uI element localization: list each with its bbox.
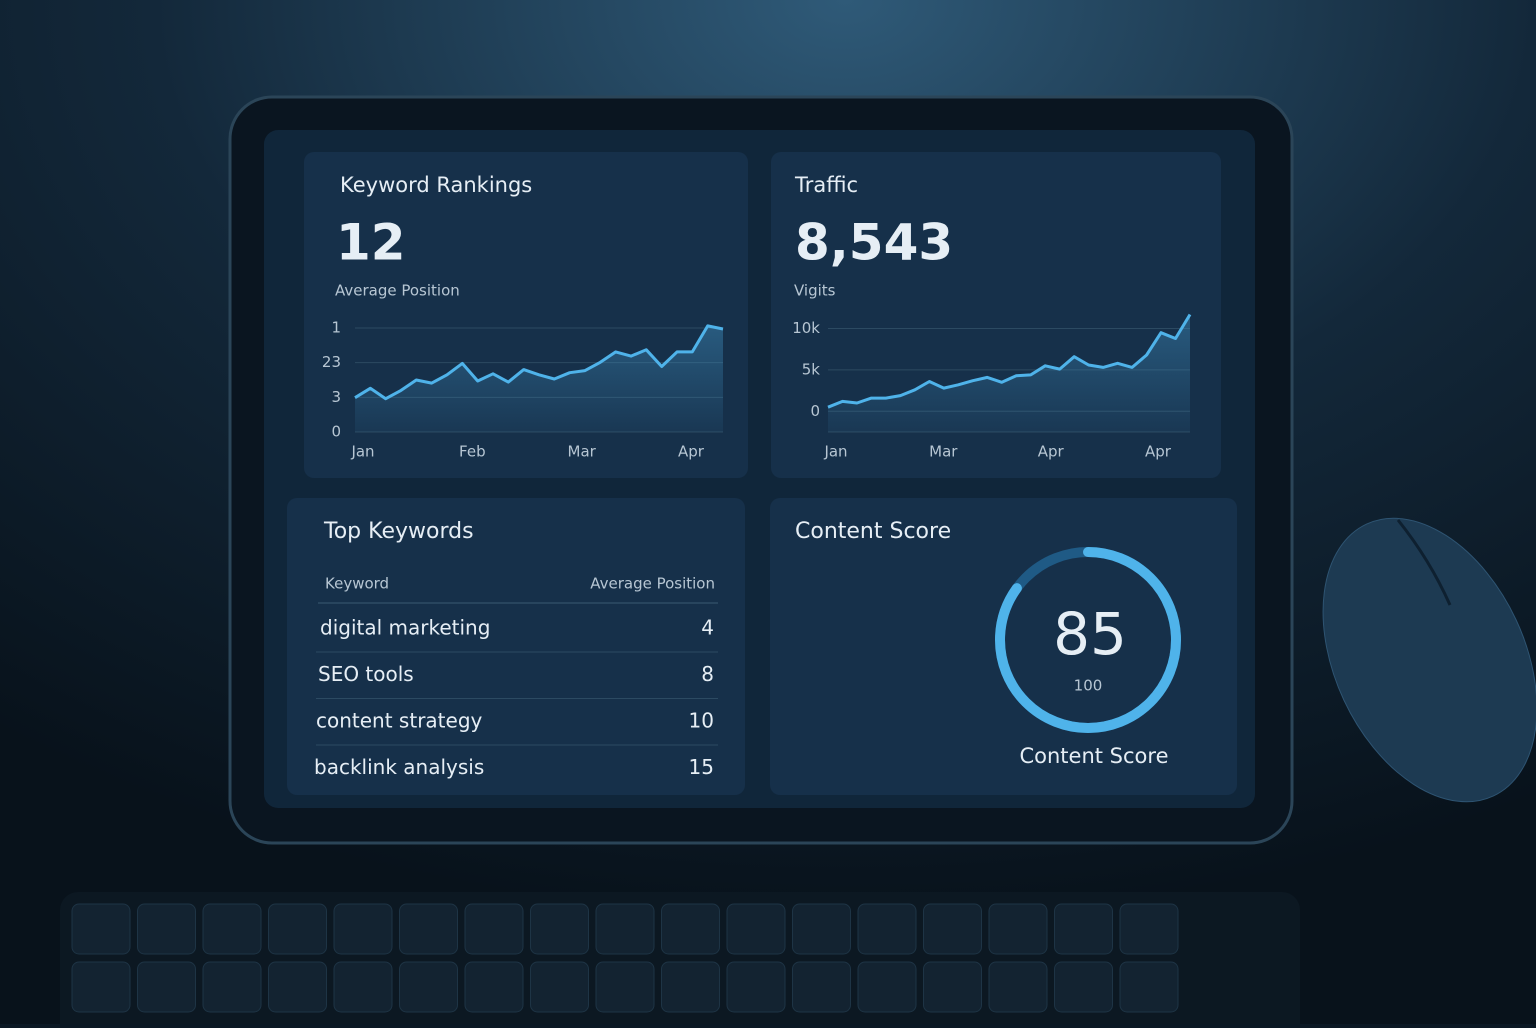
key [71, 903, 131, 955]
key [1054, 903, 1113, 955]
key [792, 903, 851, 955]
y-tick-label: 1 [331, 319, 341, 337]
key [857, 961, 917, 1013]
score-max: 100 [1074, 677, 1103, 695]
key [595, 903, 655, 955]
key [923, 961, 982, 1013]
mouse-split [1396, 519, 1452, 606]
position: 8 [701, 662, 714, 686]
y-tick-label: 5k [802, 360, 821, 378]
key [726, 961, 786, 1013]
key [726, 903, 786, 955]
key [530, 903, 589, 955]
key [595, 961, 655, 1013]
keyword: digital marketing [320, 616, 490, 640]
key [923, 903, 982, 955]
key [268, 903, 327, 955]
key [464, 961, 524, 1013]
x-tick-label: Apr [678, 443, 705, 461]
y-tick-label: 0 [331, 423, 341, 441]
column-header: Keyword [325, 575, 389, 593]
key [530, 961, 589, 1013]
key [661, 903, 720, 955]
panel-title: Traffic [794, 173, 858, 197]
key [857, 903, 917, 955]
key [988, 961, 1048, 1013]
headline-value: 12 [336, 214, 406, 272]
x-tick-label: Feb [459, 443, 486, 461]
key [71, 961, 131, 1013]
y-tick-label: 0 [810, 402, 820, 420]
score-value: 85 [1053, 600, 1127, 668]
panel-title: Keyword Rankings [340, 173, 532, 197]
y-tick-label: 23 [322, 353, 341, 371]
key [333, 903, 393, 955]
headline-label: Average Position [335, 282, 460, 300]
panel-title: Content Score [795, 519, 951, 544]
x-tick-label: Mar [568, 443, 597, 461]
line [354, 324, 724, 401]
area [828, 314, 1190, 432]
key [268, 961, 327, 1013]
mouse [1322, 517, 1536, 803]
x-tick-label: Jan [823, 443, 847, 461]
position: 10 [689, 709, 714, 733]
key [1119, 903, 1179, 955]
position: 4 [701, 616, 714, 640]
headline-label: Vigits [794, 282, 836, 300]
keyword: backlink analysis [314, 755, 484, 779]
x-tick-label: Apr [1038, 443, 1065, 461]
line [827, 313, 1192, 409]
key [399, 903, 458, 955]
key [202, 903, 262, 955]
gauge-value [995, 547, 1181, 733]
key [1119, 961, 1179, 1013]
y-tick-label: 10k [792, 319, 820, 337]
key [1054, 961, 1113, 1013]
keys [71, 903, 1179, 1013]
x-tick-label: Jan [350, 443, 374, 461]
key [988, 903, 1048, 955]
key [792, 961, 851, 1013]
x-tick-label: Mar [929, 443, 958, 461]
keyword: SEO tools [318, 662, 414, 686]
column-header: Average Position [590, 575, 715, 593]
headline-value: 8,543 [795, 214, 953, 272]
panel [287, 498, 745, 795]
key [137, 903, 196, 955]
y-tick-label: 3 [331, 388, 341, 406]
key [399, 961, 458, 1013]
score-label: Content Score [1019, 744, 1168, 768]
key [333, 961, 393, 1013]
position: 15 [689, 755, 714, 779]
panel-title: Top Keywords [323, 519, 474, 544]
area [355, 325, 723, 432]
key [464, 903, 524, 955]
key [661, 961, 720, 1013]
x-tick-label: Apr [1145, 443, 1172, 461]
key [137, 961, 196, 1013]
key [202, 961, 262, 1013]
keyword: content strategy [316, 709, 483, 733]
